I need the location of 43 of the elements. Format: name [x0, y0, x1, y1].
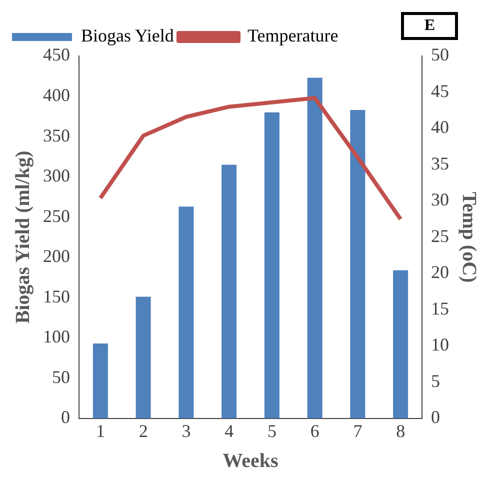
x-tick-label: 7: [353, 420, 362, 441]
y-tick-label: 200: [43, 246, 70, 266]
x-axis-title: Weeks: [222, 450, 278, 472]
y2-tick-label: 30: [431, 190, 449, 210]
y2-tick-label: 5: [431, 370, 440, 391]
y2-axis-title: Temp (oC): [458, 192, 480, 283]
y-tick-label: 250: [43, 206, 70, 226]
y2-tick-label: 50: [431, 44, 449, 65]
y2-tick-label: 45: [431, 80, 449, 101]
y-tick-label: 150: [43, 286, 70, 306]
bar: [178, 206, 194, 418]
y2-tick-label: 15: [431, 298, 449, 318]
y-tick-label: 0: [61, 407, 70, 428]
y2-tick-label: 20: [431, 262, 449, 282]
y-tick-label: 350: [43, 125, 70, 146]
y-tick-label: 50: [52, 366, 70, 387]
y-axis-title: Biogas Yield (ml/kg): [12, 150, 34, 324]
bar: [393, 270, 408, 418]
y-tick-label: 300: [43, 166, 70, 186]
text: E: [401, 12, 458, 40]
bar: [264, 112, 280, 418]
y2-tick-label: 0: [431, 407, 440, 428]
x-tick-label: 4: [224, 420, 234, 441]
x-tick-label: 6: [310, 420, 320, 441]
bar: [92, 344, 108, 418]
x-tick-label: 1: [96, 420, 105, 441]
y2-tick-label: 35: [431, 153, 449, 174]
bar: [222, 164, 237, 418]
x-tick-label: 3: [182, 420, 191, 441]
y2-tick-label: 25: [431, 226, 449, 246]
x-tick-label: 5: [267, 420, 276, 441]
y2-tick-label: 10: [431, 334, 449, 355]
legend-label: Temperature: [248, 26, 338, 46]
y-tick-label: 100: [43, 326, 70, 347]
bar: [136, 296, 151, 418]
y-tick-label: 450: [43, 44, 70, 65]
legend-label: Biogas Yield: [81, 26, 174, 46]
y2-tick-label: 40: [431, 117, 449, 138]
bar: [307, 78, 322, 418]
y-tick-label: 400: [43, 85, 70, 105]
bar: [350, 110, 366, 418]
x-tick-label: 8: [396, 420, 406, 441]
x-tick-label: 2: [138, 420, 148, 441]
